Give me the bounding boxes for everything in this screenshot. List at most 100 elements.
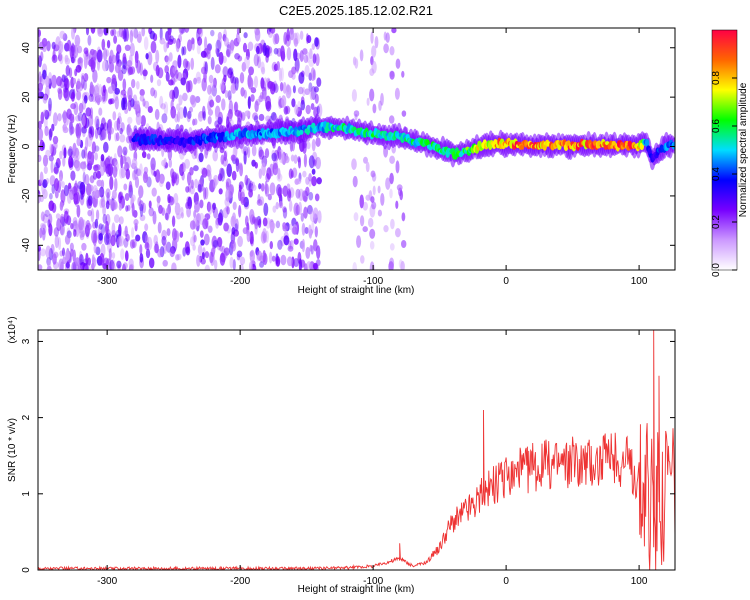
- spectrogram-noise-cell: [395, 227, 401, 238]
- spectrogram-noise-cell: [105, 188, 111, 199]
- spectrogram-noise-cell: [308, 224, 312, 237]
- spectrogram-noise-cell: [230, 215, 236, 228]
- spectrogram-noise-cell: [139, 203, 144, 217]
- spectrogram-noise-cell: [93, 164, 99, 172]
- spectrogram-noise-cell: [254, 223, 258, 235]
- spectrogram-noise-cell: [370, 55, 374, 66]
- spectrogram-noise-cell: [59, 53, 64, 65]
- spectrogram-noise-cell: [290, 154, 295, 162]
- spectrogram-noise-cell: [253, 53, 259, 67]
- spectrogram-noise-cell: [306, 35, 312, 44]
- spectrogram-noise-cell: [61, 247, 66, 257]
- spectrogram-noise-cell: [309, 88, 314, 101]
- spectrogram-noise-cell: [389, 46, 395, 56]
- spectrogram-y-tick-label: -20: [21, 188, 32, 203]
- spectrogram-noise-cell: [311, 168, 316, 175]
- spectrogram-y-tick-label: 0: [21, 143, 32, 149]
- spectrogram-noise-cell: [293, 48, 298, 62]
- spectrogram-noise-cell: [94, 152, 98, 161]
- spectrogram-noise-cell: [212, 202, 217, 211]
- spectrogram-noise-cell: [111, 199, 118, 211]
- spectrogram-noise-cell: [77, 181, 83, 190]
- spectrogram-noise-cell: [128, 180, 133, 193]
- spectrogram-noise-cell: [285, 105, 291, 115]
- spectrogram-noise-cell: [198, 28, 204, 38]
- spectrogram-noise-cell: [288, 240, 292, 250]
- spectrogram-noise-cell: [48, 200, 55, 212]
- spectrogram-noise-cell: [309, 211, 316, 223]
- spectrogram-noise-cell: [237, 235, 243, 248]
- spectrogram-noise-cell: [94, 127, 99, 140]
- spectrogram-noise-cell: [401, 239, 407, 249]
- spectrogram-noise-cell: [259, 91, 264, 100]
- spectrogram-noise-cell: [41, 141, 46, 151]
- spectrogram-noise-cell: [282, 207, 288, 219]
- spectrogram-noise-cell: [252, 112, 259, 121]
- spectrogram-noise-cell: [74, 195, 79, 208]
- spectrogram-noise-cell: [302, 48, 308, 55]
- spectrogram-noise-cell: [245, 48, 250, 61]
- spectrogram-noise-cell: [81, 242, 87, 251]
- spectrogram-noise-cell: [131, 227, 135, 239]
- spectrogram-noise-cell: [185, 246, 191, 256]
- spectrogram-noise-cell: [87, 257, 91, 266]
- spectrogram-noise-cell: [193, 210, 197, 219]
- spectrogram-noise-cell: [261, 86, 267, 100]
- spectrogram-noise-cell: [103, 141, 109, 153]
- spectrogram-noise-cell: [282, 82, 287, 94]
- spectrogram-noise-cell: [125, 135, 132, 144]
- spectrogram-noise-cell: [196, 76, 202, 84]
- spectrogram-noise-cell: [98, 233, 103, 241]
- snr-y-tick-label: 0: [21, 567, 32, 573]
- spectrogram-noise-cell: [292, 85, 296, 94]
- spectrogram-noise-cell: [130, 28, 137, 37]
- spectrogram-noise-cell: [295, 65, 299, 74]
- spectrogram-noise-cell: [352, 261, 358, 270]
- spectrogram-noise-cell: [245, 178, 252, 191]
- spectrogram-noise-cell: [311, 43, 316, 51]
- spectrogram-noise-cell: [395, 58, 401, 69]
- spectrogram-noise-cell: [284, 155, 290, 164]
- spectrogram-noise-cell: [236, 28, 240, 35]
- spectrogram-noise-cell: [123, 237, 129, 248]
- spectrogram-noise-cell: [162, 259, 168, 267]
- spectrogram-noise-cell: [281, 48, 285, 62]
- spectrogram-noise-layer: [38, 28, 409, 270]
- spectrogram-noise-cell: [66, 108, 72, 120]
- spectrogram-noise-cell: [118, 216, 124, 225]
- spectrogram-noise-cell: [68, 185, 73, 192]
- spectrogram-noise-cell: [281, 95, 287, 108]
- spectrogram-frame: [37, 27, 676, 271]
- spectrogram-noise-cell: [365, 161, 370, 173]
- spectrogram-noise-cell: [287, 245, 294, 252]
- spectrogram-noise-cell: [48, 103, 52, 117]
- spectrogram-noise-cell: [76, 204, 81, 218]
- spectrogram-noise-cell: [288, 70, 294, 78]
- spectrogram-noise-cell: [38, 245, 42, 252]
- spectrogram-noise-cell: [312, 262, 318, 270]
- spectrogram-noise-cell: [154, 241, 159, 254]
- spectrogram-noise-cell: [277, 168, 281, 180]
- spectrogram-noise-cell: [39, 75, 43, 83]
- spectrogram-noise-cell: [54, 177, 59, 192]
- spectrogram-noise-cell: [42, 188, 48, 200]
- spectrogram-noise-cell: [44, 116, 48, 129]
- spectrogram-noise-cell: [221, 98, 226, 111]
- spectrogram-noise-cell: [369, 68, 375, 76]
- spectrogram-noise-cell: [242, 227, 248, 235]
- spectrogram-noise-cell: [165, 71, 170, 82]
- spectrogram-noise-cell: [133, 28, 139, 39]
- figure-title: C2E5.2025.185.12.02.R21: [279, 3, 433, 18]
- spectrogram-noise-cell: [161, 235, 167, 246]
- spectrogram-noise-cell: [230, 154, 236, 162]
- spectrogram-noise-cell: [75, 126, 82, 139]
- spectrogram-noise-cell: [121, 64, 127, 75]
- spectrogram-x-tick-label: 100: [631, 276, 648, 287]
- spectrogram-noise-cell: [223, 250, 228, 259]
- spectrogram-noise-cell: [351, 158, 357, 171]
- spectrogram-noise-cell: [142, 98, 146, 107]
- spectrogram-noise-cell: [177, 54, 182, 69]
- spectrogram-noise-cell: [224, 90, 229, 99]
- spectrogram-noise-cell: [371, 201, 377, 210]
